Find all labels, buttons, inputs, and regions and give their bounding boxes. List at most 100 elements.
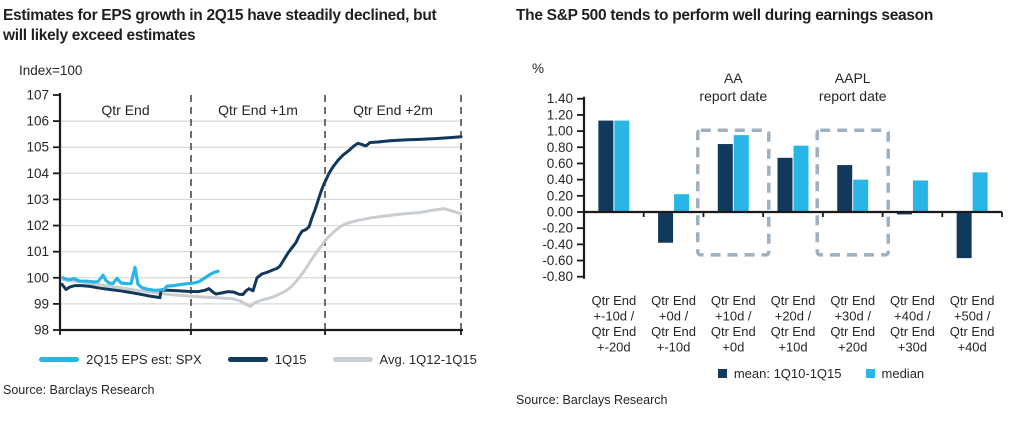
bar-median-group6	[912, 180, 928, 212]
y-axis-tick-label: 0.80	[547, 140, 573, 155]
bar-mean-group1	[598, 120, 614, 212]
y-axis-unit-label: %	[532, 61, 544, 76]
y-axis-tick-label: 1.20	[547, 107, 573, 122]
line-swatch-avg	[332, 357, 373, 362]
bar-median-group4	[793, 145, 809, 212]
x-axis-category-label: +30d /	[834, 309, 871, 324]
x-axis-category-label: Qtr End	[890, 293, 935, 308]
x-axis-category-label: Qtr End	[950, 324, 995, 339]
x-axis-category-label: Qtr End	[591, 324, 636, 339]
right-chart-title-line1: The S&P 500 tends to perform well during…	[516, 7, 934, 24]
legend-item-median: median	[865, 366, 925, 381]
section-label: Qtr End +2m	[353, 102, 433, 118]
annotation-ticker-label: AA	[724, 70, 743, 86]
y-axis-tick-label: 98	[34, 323, 49, 338]
left-chart-legend: 2Q15 EPS est: SPX 1Q15 Avg. 1Q12-1Q15	[3, 352, 513, 367]
legend-item-avg: Avg. 1Q12-1Q15	[332, 352, 477, 367]
legend-item-1q15: 1Q15	[227, 352, 307, 367]
y-axis-tick-label: -0.40	[542, 237, 573, 252]
y-axis-tick-label: 0.20	[547, 188, 573, 203]
y-axis-tick-label: 99	[34, 296, 49, 311]
x-axis-category-label: +10d /	[715, 309, 752, 324]
y-axis-tick-label: 100	[26, 270, 49, 285]
bar-mean-group6	[896, 212, 912, 215]
left-source-text: Source: Barclays Research	[3, 383, 155, 397]
square-swatch-median	[865, 369, 875, 378]
x-axis-category-label: +10d	[778, 340, 807, 355]
x-axis-category-label: +40d	[957, 340, 986, 355]
left-chart-title: Estimates for EPS growth in 2Q15 have st…	[3, 6, 513, 58]
line-swatch-1q15	[227, 357, 268, 362]
y-axis-tick-label: 103	[26, 192, 49, 207]
bar-median-group1	[614, 120, 630, 212]
x-axis-category-label: +-20d	[597, 340, 631, 355]
annotation-ticker-label: AAPL	[835, 70, 871, 86]
x-axis-category-label: Qtr End	[651, 293, 696, 308]
eps-line-chart: Index=100 Qtr End Qtr End +1m Qtr End +2m 10…	[19, 63, 463, 338]
bar-median-group3	[733, 135, 749, 212]
legend-label-1q15: 1Q15	[274, 352, 307, 367]
earnings-bar-chart-panel: The S&P 500 tends to perform well during…	[513, 0, 1026, 426]
series-line-2q15-eps-est-spx	[61, 265, 220, 292]
legend-item-mean: mean: 1Q10-1Q15	[717, 366, 842, 381]
y-axis-tick-label: -0.20	[542, 221, 573, 236]
bar-mean-group7	[956, 212, 972, 259]
series-line-1q15	[60, 135, 463, 300]
y-axis-tick-label: 0.00	[547, 205, 573, 220]
section-label: Qtr End	[101, 102, 149, 118]
earnings-bar-chart: % AA report date AAPL report date 1.401.20 1.0…	[532, 61, 1003, 355]
report-date-box-1	[815, 128, 890, 257]
y-axis-tick-label: 104	[26, 166, 49, 181]
x-axis-category-label: Qtr End	[591, 293, 636, 308]
left-chart-title-line2: will likely exceed estimates	[3, 27, 196, 45]
annotation-report-date-label: report date	[819, 88, 887, 104]
x-axis-category-label: Qtr End	[830, 324, 875, 339]
y-axis-tick-label: -0.80	[542, 269, 573, 284]
x-axis-category-label: +20d	[838, 340, 867, 355]
bar-mean-group3	[717, 144, 733, 212]
annotation-report-date-label: report date	[699, 88, 767, 104]
legend-label-median: median	[881, 366, 925, 381]
line-swatch-2q15	[39, 357, 80, 362]
x-axis-category-label: +-10d /	[593, 309, 634, 324]
y-axis-unit-label: Index=100	[19, 63, 82, 78]
square-swatch-mean	[717, 369, 727, 378]
y-axis-tick-label: 101	[26, 244, 49, 259]
bar-median-group5	[853, 179, 869, 212]
x-axis-category-label: +30d	[898, 340, 927, 355]
eps-line-chart-panel: Estimates for EPS growth in 2Q15 have st…	[3, 6, 513, 397]
x-axis-category-label: Qtr End	[890, 324, 935, 339]
bar-mean-group2	[658, 212, 674, 243]
x-axis-category-label: +20d /	[775, 309, 812, 324]
y-axis-tick-label: 0.40	[547, 172, 573, 187]
left-chart-title-line1: Estimates for EPS growth in 2Q15 have st…	[3, 7, 437, 24]
x-axis-category-label: Qtr End	[771, 324, 816, 339]
bar-mean-group5	[837, 165, 853, 212]
x-axis-category-label: Qtr End	[651, 324, 696, 339]
section-label: Qtr End +1m	[218, 102, 298, 118]
x-axis-category-label: Qtr End	[830, 293, 875, 308]
y-axis-tick-label: 1.00	[547, 124, 573, 139]
y-axis-tick-label: 102	[26, 218, 49, 233]
x-axis-category-label: Qtr End	[711, 324, 756, 339]
bar-median-group7	[972, 172, 988, 212]
legend-label-2q15: 2Q15 EPS est: SPX	[86, 352, 202, 367]
x-axis-category-label: +40d /	[894, 309, 931, 324]
legend-label-mean: mean: 1Q10-1Q15	[733, 366, 842, 381]
y-axis-tick-label: 0.60	[547, 156, 573, 171]
legend-item-2q15: 2Q15 EPS est: SPX	[39, 352, 202, 367]
bar-median-group2	[674, 194, 690, 212]
y-axis-tick-label: 107	[26, 88, 49, 103]
bar-mean-group4	[777, 157, 793, 212]
x-axis-category-label: Qtr End	[950, 293, 995, 308]
report-date-box-0	[696, 128, 771, 257]
x-axis-category-label: Qtr End	[711, 293, 756, 308]
x-axis-category-label: +0d /	[659, 309, 689, 324]
x-axis-category-label: +50d /	[954, 309, 991, 324]
y-axis-tick-label: 1.40	[547, 91, 573, 106]
x-axis-category-label: +-10d	[657, 340, 691, 355]
y-axis-tick-label: -0.60	[542, 253, 573, 268]
y-axis-tick-label: 106	[26, 114, 49, 129]
legend-label-avg: Avg. 1Q12-1Q15	[379, 352, 477, 367]
